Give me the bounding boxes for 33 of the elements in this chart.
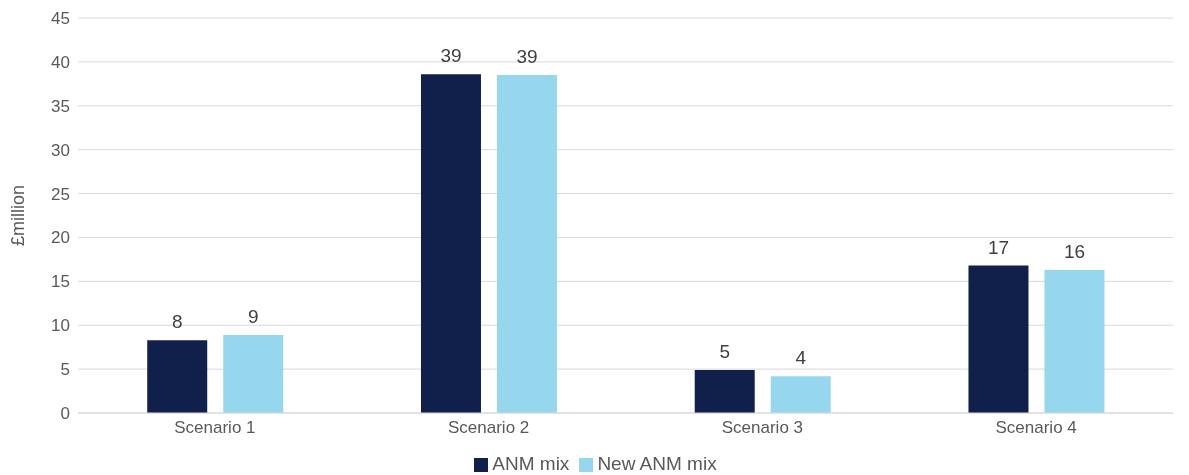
y-tick-label: 40 (51, 52, 70, 72)
bar (147, 340, 208, 413)
legend-label: ANM mix (492, 453, 570, 474)
y-tick-label: 25 (51, 184, 70, 204)
data-label: 8 (171, 311, 183, 333)
data-label: 39 (440, 45, 462, 67)
bar (496, 75, 557, 413)
x-tick-label: Scenario 3 (721, 418, 804, 438)
y-tick-label: 0 (60, 404, 70, 424)
y-tick-label: 30 (51, 140, 70, 160)
x-tick-label: Scenario 2 (447, 418, 530, 438)
bar (223, 334, 284, 413)
x-tick-label: Scenario 4 (995, 418, 1077, 438)
data-label: 39 (516, 46, 538, 68)
data-label: 9 (247, 305, 259, 327)
y-axis-title: £million (8, 184, 29, 247)
y-tick-label: 10 (51, 316, 70, 336)
bar (968, 265, 1029, 413)
data-label: 5 (719, 340, 731, 362)
y-tick-label: 45 (51, 9, 70, 29)
bar (1044, 269, 1105, 413)
y-tick-label: 5 (60, 360, 70, 380)
y-tick-label: 20 (51, 228, 70, 248)
bar (694, 369, 755, 413)
y-tick-label: 15 (51, 272, 70, 292)
x-tick-label: Scenario 1 (174, 418, 256, 438)
data-label: 4 (795, 347, 807, 369)
y-tick-label: 35 (51, 96, 70, 116)
bar (770, 376, 831, 413)
data-label: 17 (987, 236, 1010, 258)
bar (420, 74, 481, 413)
data-label: 16 (1063, 240, 1086, 262)
legend-label: New ANM mix (597, 453, 717, 474)
